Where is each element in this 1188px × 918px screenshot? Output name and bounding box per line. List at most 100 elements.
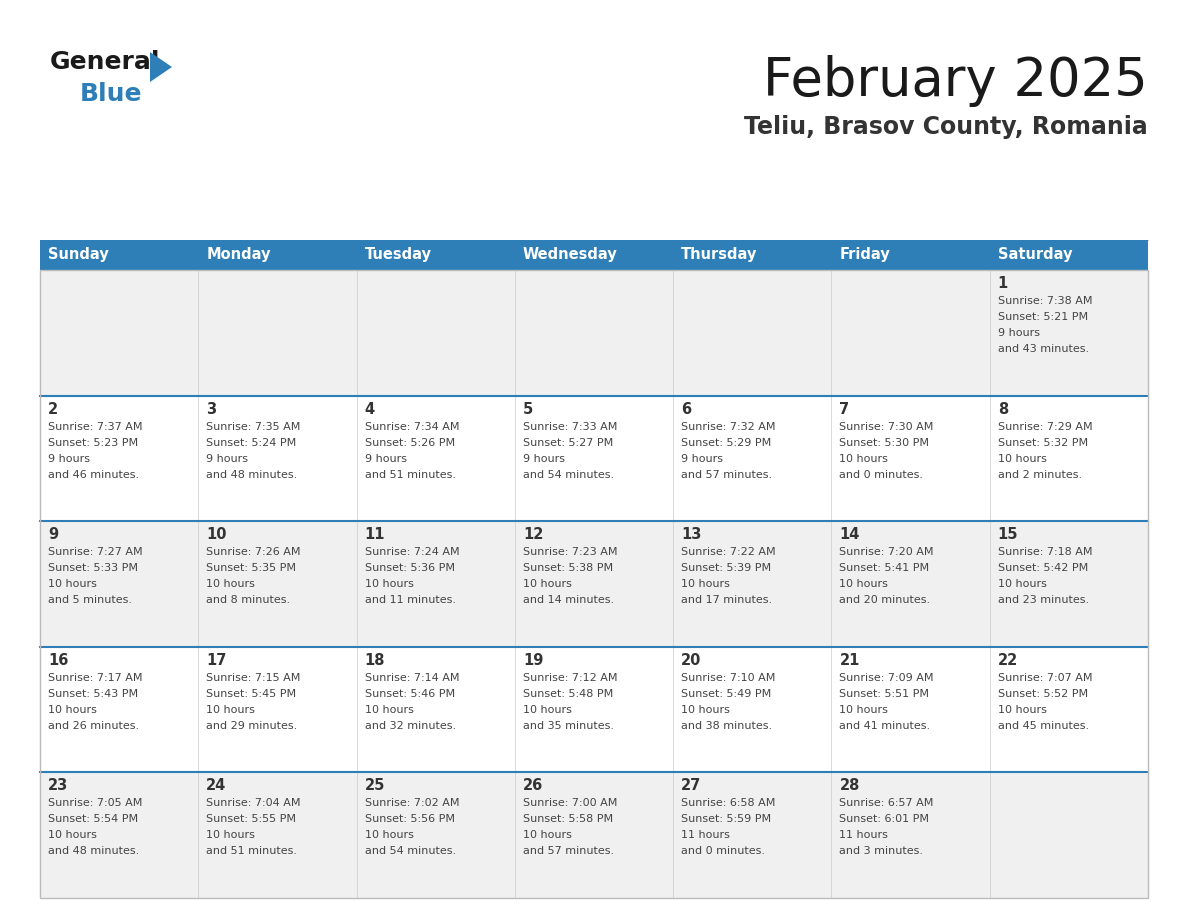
Text: 9 hours: 9 hours [207, 453, 248, 464]
Bar [990, 240, 1148, 270]
Text: and 5 minutes.: and 5 minutes. [48, 595, 132, 605]
Text: and 26 minutes.: and 26 minutes. [48, 721, 139, 731]
Text: 9 hours: 9 hours [998, 328, 1040, 338]
Text: Teliu, Brasov County, Romania: Teliu, Brasov County, Romania [744, 115, 1148, 139]
Text: Sunset: 5:48 PM: Sunset: 5:48 PM [523, 688, 613, 699]
Text: Sunset: 5:59 PM: Sunset: 5:59 PM [681, 814, 771, 824]
Text: 9: 9 [48, 527, 58, 543]
Text: Sunrise: 7:24 AM: Sunrise: 7:24 AM [365, 547, 460, 557]
Text: Sunrise: 7:02 AM: Sunrise: 7:02 AM [365, 799, 459, 809]
Text: 10: 10 [207, 527, 227, 543]
Text: and 20 minutes.: and 20 minutes. [840, 595, 930, 605]
Text: Sunrise: 7:30 AM: Sunrise: 7:30 AM [840, 421, 934, 431]
Text: Sunrise: 7:14 AM: Sunrise: 7:14 AM [365, 673, 459, 683]
Text: 2: 2 [48, 401, 58, 417]
Bar [40, 270, 1148, 898]
Text: Thursday: Thursday [681, 248, 758, 263]
Text: 18: 18 [365, 653, 385, 667]
Text: and 45 minutes.: and 45 minutes. [998, 721, 1089, 731]
Text: 11 hours: 11 hours [840, 831, 889, 840]
Text: Sunrise: 7:37 AM: Sunrise: 7:37 AM [48, 421, 143, 431]
Text: Sunrise: 7:34 AM: Sunrise: 7:34 AM [365, 421, 459, 431]
Text: Sunrise: 7:15 AM: Sunrise: 7:15 AM [207, 673, 301, 683]
Text: Sunrise: 7:12 AM: Sunrise: 7:12 AM [523, 673, 618, 683]
Text: Sunset: 5:35 PM: Sunset: 5:35 PM [207, 564, 296, 573]
Text: and 17 minutes.: and 17 minutes. [681, 595, 772, 605]
Text: Sunrise: 7:17 AM: Sunrise: 7:17 AM [48, 673, 143, 683]
Bar [40, 396, 1148, 521]
Text: Sunrise: 7:18 AM: Sunrise: 7:18 AM [998, 547, 1092, 557]
Text: Sunday: Sunday [48, 248, 109, 263]
Text: Sunrise: 7:35 AM: Sunrise: 7:35 AM [207, 421, 301, 431]
Text: and 41 minutes.: and 41 minutes. [840, 721, 930, 731]
Text: Sunset: 5:39 PM: Sunset: 5:39 PM [681, 564, 771, 573]
Text: 17: 17 [207, 653, 227, 667]
Bar [40, 270, 1148, 396]
Text: Sunset: 5:30 PM: Sunset: 5:30 PM [840, 438, 929, 448]
Text: February 2025: February 2025 [763, 55, 1148, 107]
Text: 9 hours: 9 hours [365, 453, 406, 464]
Text: Sunrise: 7:38 AM: Sunrise: 7:38 AM [998, 296, 1092, 306]
Text: 9 hours: 9 hours [523, 453, 564, 464]
Text: Sunset: 5:54 PM: Sunset: 5:54 PM [48, 814, 138, 824]
Text: 21: 21 [840, 653, 860, 667]
Text: 7: 7 [840, 401, 849, 417]
Text: 25: 25 [365, 778, 385, 793]
Text: and 57 minutes.: and 57 minutes. [523, 846, 614, 856]
Text: Tuesday: Tuesday [365, 248, 431, 263]
Text: Sunset: 5:21 PM: Sunset: 5:21 PM [998, 312, 1088, 322]
Bar [40, 647, 1148, 772]
Text: Sunset: 5:46 PM: Sunset: 5:46 PM [365, 688, 455, 699]
Text: and 14 minutes.: and 14 minutes. [523, 595, 614, 605]
Text: 3: 3 [207, 401, 216, 417]
Text: Sunrise: 6:57 AM: Sunrise: 6:57 AM [840, 799, 934, 809]
Text: 9 hours: 9 hours [48, 453, 90, 464]
Text: Sunset: 5:27 PM: Sunset: 5:27 PM [523, 438, 613, 448]
Text: 15: 15 [998, 527, 1018, 543]
Text: 28: 28 [840, 778, 860, 793]
Text: Sunset: 5:33 PM: Sunset: 5:33 PM [48, 564, 138, 573]
Text: and 0 minutes.: and 0 minutes. [840, 470, 923, 479]
Text: Sunrise: 6:58 AM: Sunrise: 6:58 AM [681, 799, 776, 809]
Text: Sunrise: 7:04 AM: Sunrise: 7:04 AM [207, 799, 301, 809]
Text: Sunset: 5:41 PM: Sunset: 5:41 PM [840, 564, 929, 573]
Text: Sunrise: 7:32 AM: Sunrise: 7:32 AM [681, 421, 776, 431]
Text: Sunrise: 7:22 AM: Sunrise: 7:22 AM [681, 547, 776, 557]
Text: Sunrise: 7:33 AM: Sunrise: 7:33 AM [523, 421, 618, 431]
Text: 10 hours: 10 hours [998, 453, 1047, 464]
Text: and 48 minutes.: and 48 minutes. [207, 470, 297, 479]
Text: 10 hours: 10 hours [840, 453, 889, 464]
Text: Sunset: 5:55 PM: Sunset: 5:55 PM [207, 814, 296, 824]
Text: 11 hours: 11 hours [681, 831, 729, 840]
Text: Sunrise: 7:27 AM: Sunrise: 7:27 AM [48, 547, 143, 557]
Text: Sunset: 5:24 PM: Sunset: 5:24 PM [207, 438, 297, 448]
Text: Sunset: 5:43 PM: Sunset: 5:43 PM [48, 688, 138, 699]
Text: and 2 minutes.: and 2 minutes. [998, 470, 1082, 479]
Text: 9 hours: 9 hours [681, 453, 723, 464]
Text: Sunrise: 7:00 AM: Sunrise: 7:00 AM [523, 799, 618, 809]
Text: Saturday: Saturday [998, 248, 1073, 263]
Text: and 46 minutes.: and 46 minutes. [48, 470, 139, 479]
Text: Sunrise: 7:29 AM: Sunrise: 7:29 AM [998, 421, 1092, 431]
Text: 10 hours: 10 hours [840, 705, 889, 715]
Text: Sunrise: 7:20 AM: Sunrise: 7:20 AM [840, 547, 934, 557]
Text: 10 hours: 10 hours [365, 831, 413, 840]
Text: Sunset: 5:52 PM: Sunset: 5:52 PM [998, 688, 1088, 699]
Text: 13: 13 [681, 527, 702, 543]
Text: and 38 minutes.: and 38 minutes. [681, 721, 772, 731]
Text: 14: 14 [840, 527, 860, 543]
Text: 10 hours: 10 hours [523, 579, 571, 589]
Bar [40, 521, 1148, 647]
Text: and 0 minutes.: and 0 minutes. [681, 846, 765, 856]
Text: 10 hours: 10 hours [681, 579, 729, 589]
Text: 10 hours: 10 hours [365, 579, 413, 589]
Text: Sunset: 5:38 PM: Sunset: 5:38 PM [523, 564, 613, 573]
Text: and 3 minutes.: and 3 minutes. [840, 846, 923, 856]
Text: 1: 1 [998, 276, 1007, 291]
Text: Sunset: 5:58 PM: Sunset: 5:58 PM [523, 814, 613, 824]
Text: 5: 5 [523, 401, 533, 417]
Text: Sunset: 6:01 PM: Sunset: 6:01 PM [840, 814, 929, 824]
Text: 24: 24 [207, 778, 227, 793]
Text: Sunset: 5:32 PM: Sunset: 5:32 PM [998, 438, 1088, 448]
Text: 12: 12 [523, 527, 543, 543]
